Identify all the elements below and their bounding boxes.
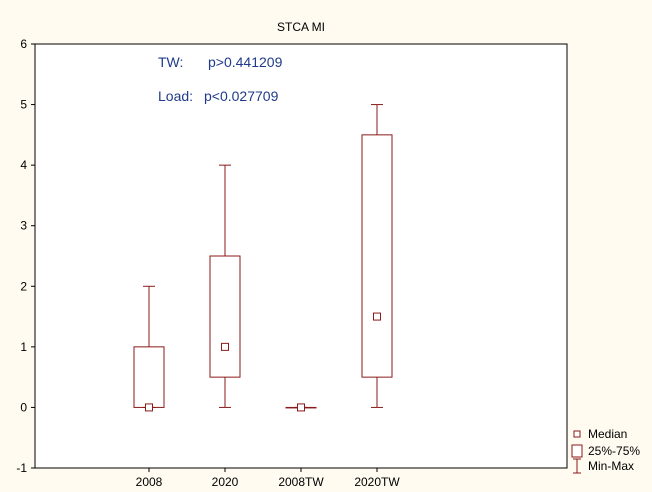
box-2008 bbox=[133, 285, 165, 412]
box-2020 bbox=[209, 164, 241, 408]
x-tick-label: 2020 bbox=[212, 475, 239, 489]
annotation-load-value: p<0.027709 bbox=[204, 88, 279, 104]
median-marker bbox=[145, 403, 153, 412]
box-series bbox=[133, 104, 393, 412]
x-tick-label: 2008TW bbox=[278, 475, 324, 489]
median-marker bbox=[373, 312, 381, 321]
chart-title: STCA MI bbox=[277, 20, 325, 34]
plot-area bbox=[34, 43, 568, 469]
legend-median-swatch bbox=[573, 430, 581, 438]
legend-box-swatch bbox=[571, 444, 583, 458]
annotation-load: Load: p<0.027709 bbox=[158, 88, 279, 104]
legend: Median 25%-75% Min-Max bbox=[571, 427, 640, 474]
y-tick-label: 0 bbox=[20, 400, 27, 414]
annotation-tw: TW: p>0.441209 bbox=[158, 54, 283, 70]
y-tick-label: 4 bbox=[20, 158, 27, 172]
legend-box-label: 25%-75% bbox=[588, 444, 640, 458]
x-tick-label: 2008 bbox=[136, 475, 163, 489]
y-tick-label: 2 bbox=[20, 279, 27, 293]
y-tick-label: 3 bbox=[20, 219, 27, 233]
box-iqr bbox=[361, 134, 393, 378]
legend-median-label: Median bbox=[588, 427, 627, 441]
y-axis: -1 0 1 2 3 4 5 6 bbox=[16, 37, 35, 475]
legend-whisker-label: Min-Max bbox=[588, 459, 634, 473]
box-2020TW bbox=[361, 104, 393, 408]
y-tick-label: 1 bbox=[20, 340, 27, 354]
median-marker bbox=[221, 342, 229, 351]
x-axis: 2008 2020 2008TW 2020TW bbox=[136, 468, 400, 489]
x-tick-label: 2020TW bbox=[354, 475, 400, 489]
annotation-tw-label: TW: bbox=[158, 54, 183, 70]
box-iqr bbox=[209, 255, 241, 378]
annotation-tw-value: p>0.441209 bbox=[208, 54, 283, 70]
y-tick-label: -1 bbox=[16, 461, 27, 475]
median-marker bbox=[297, 403, 305, 412]
y-tick-label: 6 bbox=[20, 37, 27, 51]
y-tick-label: 5 bbox=[20, 98, 27, 112]
annotation-load-label: Load: bbox=[158, 88, 193, 104]
box-2008TW bbox=[285, 403, 317, 412]
